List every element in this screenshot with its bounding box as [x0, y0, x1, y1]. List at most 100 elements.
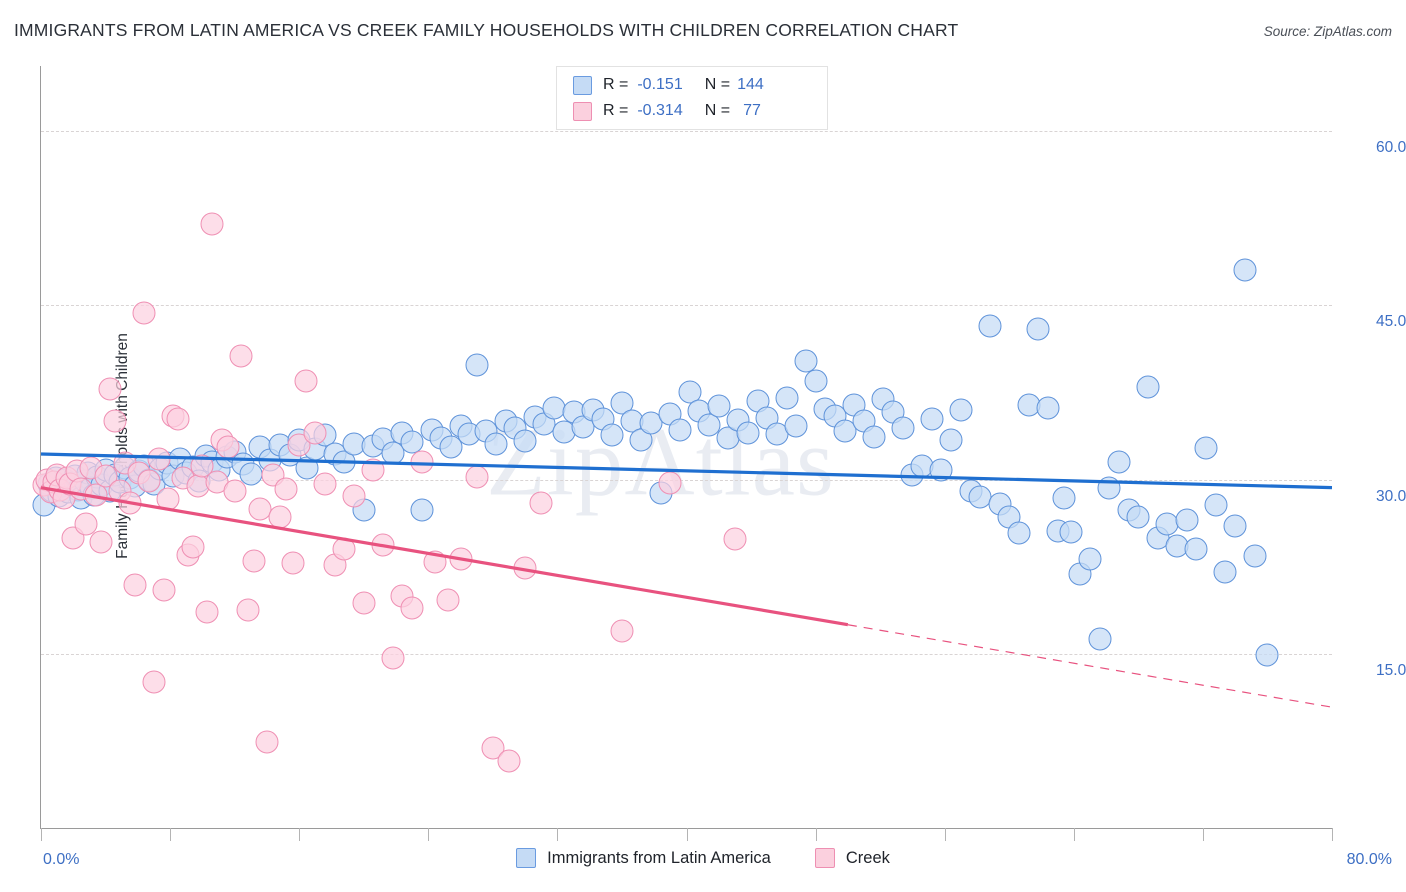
scatter-point	[313, 472, 337, 496]
scatter-point	[195, 600, 219, 624]
scatter-point	[1078, 547, 1102, 570]
legend-item-immigrants[interactable]: Immigrants from Latin America	[516, 848, 771, 868]
x-tick	[944, 828, 946, 841]
scatter-point	[268, 505, 292, 529]
scatter-point	[89, 530, 113, 554]
scatter-point	[423, 550, 447, 574]
scatter-point	[147, 447, 171, 471]
y-tick-label: 15.0%	[1376, 661, 1406, 679]
r-key-blue: R =	[603, 76, 629, 93]
stats-legend: R = -0.151 N = 144 R = -0.314 N = 77	[556, 66, 828, 130]
scatter-point	[920, 407, 944, 431]
r-key-pink: R =	[603, 102, 629, 119]
scatter-point	[465, 353, 489, 377]
scatter-point	[371, 533, 395, 557]
scatter-point	[216, 435, 240, 459]
scatter-point	[1007, 521, 1031, 545]
gridline-y	[41, 131, 1332, 133]
stats-row-pink: R = -0.314 N = 77	[573, 98, 811, 124]
scatter-point	[1213, 560, 1237, 584]
scatter-point	[465, 465, 489, 489]
scatter-point	[862, 425, 886, 449]
plot-area: ZipAtlas 15.0%30.0%45.0%60.0%	[32, 66, 1406, 841]
y-axis-line	[40, 66, 41, 828]
scatter-point	[281, 551, 305, 575]
scatter-point	[1223, 514, 1247, 538]
scatter-point	[1126, 505, 1150, 529]
scatter-point	[658, 471, 682, 495]
scatter-point	[1052, 486, 1076, 510]
scatter-point	[1036, 396, 1060, 419]
x-tick	[557, 828, 559, 841]
scatter-point	[1194, 436, 1218, 460]
scatter-point	[668, 418, 692, 442]
x-tick	[815, 828, 817, 841]
scatter-point	[1026, 317, 1050, 341]
scatter-point	[1243, 544, 1267, 568]
scatter-point	[381, 646, 405, 670]
scatter-point	[1088, 627, 1112, 651]
scatter-point	[1255, 643, 1279, 667]
legend-swatch-blue	[573, 75, 592, 95]
n-value-blue: 144	[737, 76, 764, 93]
n-value-pink: 77	[743, 102, 761, 119]
y-tick-label: 60.0%	[1376, 139, 1406, 157]
x-axis-min-label: 0.0%	[43, 851, 80, 868]
scatter-point	[513, 429, 537, 453]
scatter-point	[794, 349, 818, 373]
r-value-blue: -0.151	[637, 76, 683, 93]
scatter-point	[736, 421, 760, 445]
x-tick	[170, 828, 172, 841]
scatter-point	[449, 547, 473, 570]
x-axis-max-label: 80.0%	[1346, 851, 1392, 868]
gridline-y	[41, 305, 1332, 307]
scatter-point	[513, 556, 537, 580]
scatter-point	[939, 428, 963, 452]
legend-item-creek[interactable]: Creek	[814, 848, 890, 868]
scatter-point	[200, 212, 224, 236]
scatter-point	[1175, 508, 1199, 532]
scatter-point	[166, 407, 190, 431]
scatter-point	[137, 469, 161, 493]
legend-swatch-immigrants	[516, 848, 537, 868]
scatter-point	[400, 596, 424, 620]
scatter-point	[707, 394, 731, 418]
scatter-point	[1233, 258, 1257, 282]
x-tick	[41, 828, 42, 841]
x-tick	[428, 828, 430, 841]
legend-swatch-pink	[573, 101, 592, 121]
scatter-point	[484, 432, 508, 455]
scatter-point	[352, 591, 376, 615]
scatter-point	[181, 535, 205, 559]
scatter-point	[529, 491, 553, 515]
x-tick	[1073, 828, 1075, 841]
scatter-point	[361, 458, 385, 482]
y-tick-label: 45.0%	[1376, 313, 1406, 331]
scatter-point	[1107, 450, 1131, 474]
scatter-point	[152, 578, 176, 602]
scatter-point	[255, 730, 279, 754]
scatter-point	[103, 409, 127, 433]
r-value-pink: -0.314	[637, 102, 683, 119]
scatter-point	[1097, 476, 1121, 500]
scatter-point	[132, 301, 156, 325]
scatter-point	[410, 498, 434, 522]
n-key-pink: N =	[704, 102, 731, 119]
scatter-point	[1136, 375, 1160, 399]
stats-row-blue: R = -0.151 N = 144	[573, 72, 811, 98]
x-tick	[1202, 828, 1204, 841]
scatter-point	[723, 527, 747, 551]
scatter-point	[342, 484, 366, 508]
scatter-point	[294, 369, 318, 393]
scatter-point	[1059, 520, 1083, 544]
scatter-point	[600, 423, 624, 447]
scatter-point	[142, 670, 166, 694]
scatter-point	[497, 749, 521, 773]
scatter-point	[239, 462, 263, 486]
legend-label-immigrants: Immigrants from Latin America	[547, 848, 771, 867]
gridline-y	[41, 653, 1332, 655]
scatter-point	[332, 537, 356, 561]
scatter-point	[610, 619, 634, 643]
scatter-point	[697, 413, 721, 437]
scatter-point	[1204, 493, 1228, 517]
